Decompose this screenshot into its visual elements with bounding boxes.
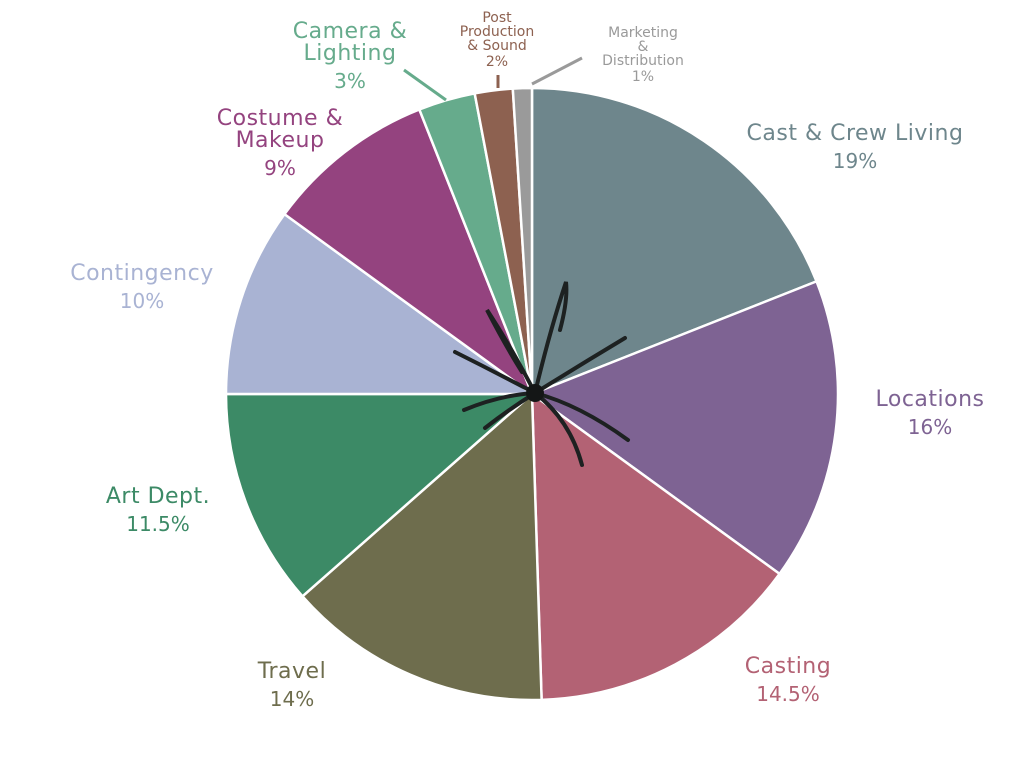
- slice-cast-crew-living: [530, 86, 819, 396]
- spider-leg: [533, 336, 627, 395]
- slice-marketing-distribution: [511, 86, 534, 395]
- slice-label-line: Marketing: [608, 25, 678, 41]
- label-art-dept: Art Dept. 11.5%: [106, 484, 210, 536]
- slice-label-line: &: [638, 39, 649, 55]
- slice-label-line: Production: [460, 24, 534, 40]
- label-casting: Casting 14.5%: [745, 654, 831, 706]
- slice-costume-makeup: [282, 107, 535, 398]
- slice-percent-label: 19%: [833, 149, 877, 173]
- slice-labels: Cast & Crew Living 19% Locations 16% Casting…: [70, 10, 984, 711]
- slice-art-dept: [224, 392, 536, 599]
- slice-label-line: Lighting: [304, 41, 397, 66]
- slice-label-line: Travel: [257, 659, 326, 684]
- slice-label-line: Costume &: [217, 106, 343, 131]
- spider-leg: [453, 350, 537, 395]
- spider-leg: [533, 391, 630, 442]
- slice-percent-label: 16%: [908, 415, 952, 439]
- slice-contingency: [224, 212, 536, 396]
- spider-body: [526, 384, 544, 402]
- leader-lines: [403, 56, 583, 102]
- slice-label-line: Cast & Crew Living: [747, 121, 964, 146]
- label-locations: Locations 16%: [875, 387, 984, 439]
- leader-line-marketing-distribution: [531, 56, 583, 86]
- slice-label-line: Contingency: [70, 261, 214, 286]
- slice-percent-label: 2%: [486, 54, 508, 70]
- label-contingency: Contingency 10%: [70, 261, 214, 313]
- slice-percent-label: 9%: [264, 156, 296, 180]
- slice-label-line: Makeup: [236, 128, 325, 153]
- leader-line-camera-lighting: [403, 68, 447, 102]
- slice-percent-label: 1%: [632, 69, 654, 85]
- slice-label-line: Post: [482, 10, 512, 26]
- label-costume-makeup: Costume &Makeup 9%: [217, 106, 343, 180]
- slice-label-line: Distribution: [602, 53, 684, 69]
- slice-percent-label: 11.5%: [126, 512, 190, 536]
- slice-percent-label: 14.5%: [756, 682, 820, 706]
- label-travel: Travel 14%: [257, 659, 326, 711]
- spider-leg: [533, 281, 569, 395]
- label-camera-lighting: Camera &Lighting 3%: [293, 19, 407, 93]
- slice-label-line: & Sound: [467, 38, 526, 54]
- slice-label-line: Art Dept.: [106, 484, 210, 509]
- slice-percent-label: 10%: [120, 289, 164, 313]
- label-cast-crew-living: Cast & Crew Living 19%: [747, 121, 964, 173]
- slice-locations: [529, 279, 840, 576]
- slice-percent-label: 3%: [334, 69, 366, 93]
- spider-leg: [485, 308, 537, 395]
- slice-label-line: Camera &: [293, 19, 407, 44]
- pie-slices: [224, 86, 840, 702]
- slice-label-line: Locations: [875, 387, 984, 412]
- spider-decoration: [453, 281, 630, 467]
- slice-casting: [530, 391, 782, 702]
- slice-travel: [300, 391, 543, 702]
- slice-percent-label: 14%: [270, 687, 314, 711]
- slice-label-line: Casting: [745, 654, 831, 679]
